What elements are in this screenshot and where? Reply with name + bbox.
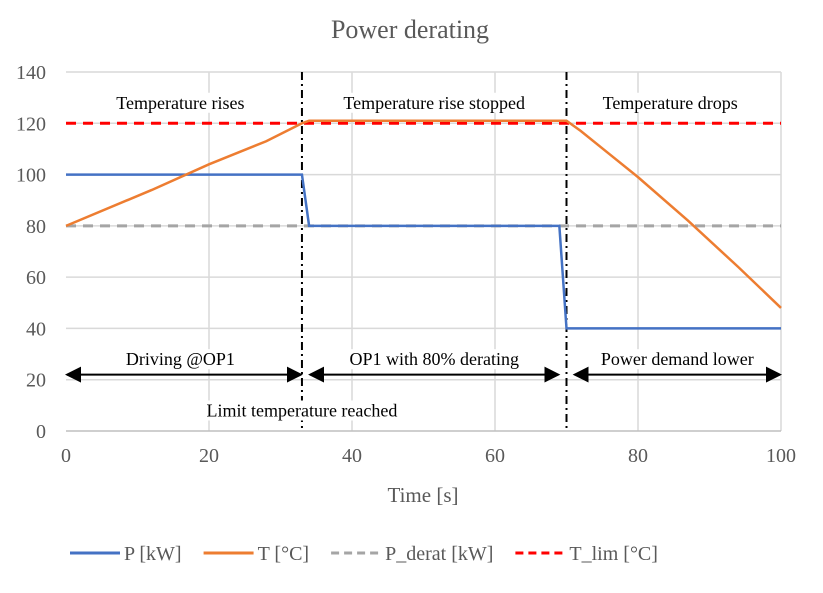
y-tick-label: 40 [26,318,46,340]
annotation-background [122,349,238,370]
x-tick-label: 80 [628,445,648,467]
annotation-label: Limit temperature reached [206,400,397,420]
series-line-t [65,119,782,309]
chart-title: Power derating [331,15,489,44]
x-tick-label: 100 [766,445,796,467]
x-tick-label: 0 [61,445,71,467]
y-tick-label: 0 [36,421,46,443]
legend-label: P [kW] [124,543,182,565]
legend-label: P_derat [kW] [385,543,493,565]
annotation-background [203,400,401,421]
annotation-label: Driving @OP1 [126,349,235,369]
x-tick-label: 40 [342,445,362,467]
annotation-background [599,92,741,113]
y-tick-label: 80 [26,216,46,238]
annotation-background [346,349,522,370]
legend-label: T_lim [°C] [569,543,658,565]
x-tick-label: 20 [199,445,219,467]
y-tick-label: 100 [16,165,46,187]
y-tick-label: 120 [16,113,46,135]
annotation-background [340,92,529,113]
annotation-label: Temperature rises [116,93,244,113]
annotation-label: Temperature rise stopped [343,93,525,113]
series-line-p [66,173,781,330]
y-tick-label: 140 [16,62,46,84]
x-tick-label: 60 [485,445,505,467]
y-tick-label: 60 [26,267,46,289]
annotation-label: OP1 with 80% derating [349,349,518,369]
annotation-background [597,349,757,370]
annotation-background [113,92,248,113]
y-tick-label: 20 [26,370,46,392]
annotation-label: Temperature drops [603,93,738,113]
annotation-label: Power demand lower [601,349,754,369]
legend-label: T [°C] [258,543,310,565]
x-axis-label: Time [s] [388,483,459,507]
